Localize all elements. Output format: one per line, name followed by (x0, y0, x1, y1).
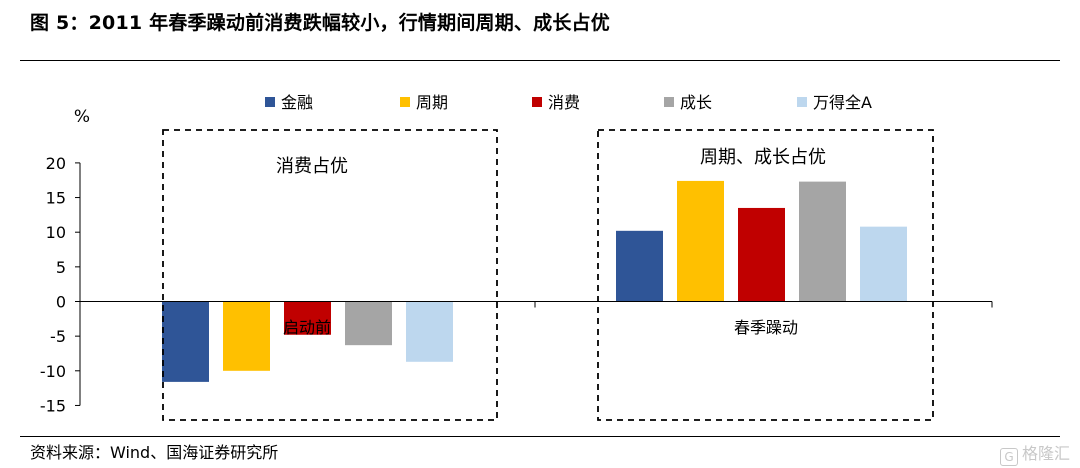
figure-title: 图 5：2011 年春季躁动前消费跌幅较小，行情期间周期、成长占优 (30, 12, 610, 34)
y-tick-label: 20 (46, 154, 66, 173)
bar (406, 301, 453, 362)
watermark-logo-icon: G (999, 448, 1018, 466)
annotation-text: 消费占优 (276, 156, 348, 177)
y-tick-label: 0 (56, 293, 66, 312)
legend-item: 万得全A (797, 93, 872, 112)
bar (738, 207, 785, 302)
legend-item: 消费 (532, 93, 580, 112)
legend-label: 周期 (416, 93, 448, 112)
bar (162, 301, 209, 382)
legend-swatch (797, 97, 807, 107)
bar (223, 301, 270, 371)
x-axis: 启动前 春季躁动 (79, 301, 993, 337)
legend-label: 万得全A (813, 93, 872, 112)
y-axis-unit: % (74, 107, 90, 127)
bar (345, 301, 392, 346)
legend-item: 成长 (664, 93, 712, 112)
legend-label: 消费 (548, 93, 580, 112)
top-rule (20, 60, 1060, 61)
legend-swatch (664, 97, 674, 107)
bottom-rule (20, 436, 1060, 437)
annotation-box (162, 129, 498, 421)
y-tick-label: 15 (46, 189, 66, 208)
annotation-box (597, 129, 934, 421)
bar-series (162, 180, 907, 382)
y-tick-label: -10 (40, 362, 66, 381)
legend-item: 周期 (400, 93, 448, 112)
x-category-label: 春季躁动 (734, 318, 798, 337)
y-axis: 20 15 10 5 0 -5 -10 -15 (40, 154, 81, 415)
y-tick-label: -15 (40, 396, 66, 415)
bar (799, 181, 846, 302)
y-tick-label: 5 (56, 258, 66, 277)
bar (284, 301, 331, 335)
annotation-text: 周期、成长占优 (700, 147, 826, 168)
bar (860, 226, 907, 302)
legend-item: 金融 (265, 93, 313, 112)
legend-swatch (265, 97, 275, 107)
watermark-text: 格隆汇 (1021, 444, 1070, 463)
legend-label: 金融 (281, 93, 313, 112)
annotations: 消费占优 周期、成长占优 (162, 129, 934, 421)
legend-swatch (400, 97, 410, 107)
watermark: G 格隆汇 (999, 440, 1070, 466)
legend-label: 成长 (680, 93, 712, 112)
bar (616, 230, 663, 302)
y-tick-label: 10 (46, 223, 66, 242)
legend-swatch (532, 97, 542, 107)
chart-legend: 金融 周期 消费 成长 万得全A (265, 93, 872, 112)
y-tick-label: -5 (50, 327, 66, 346)
bar (677, 180, 724, 302)
x-category-label: 启动前 (283, 318, 331, 337)
source-note: 资料来源：Wind、国海证券研究所 (30, 443, 279, 462)
